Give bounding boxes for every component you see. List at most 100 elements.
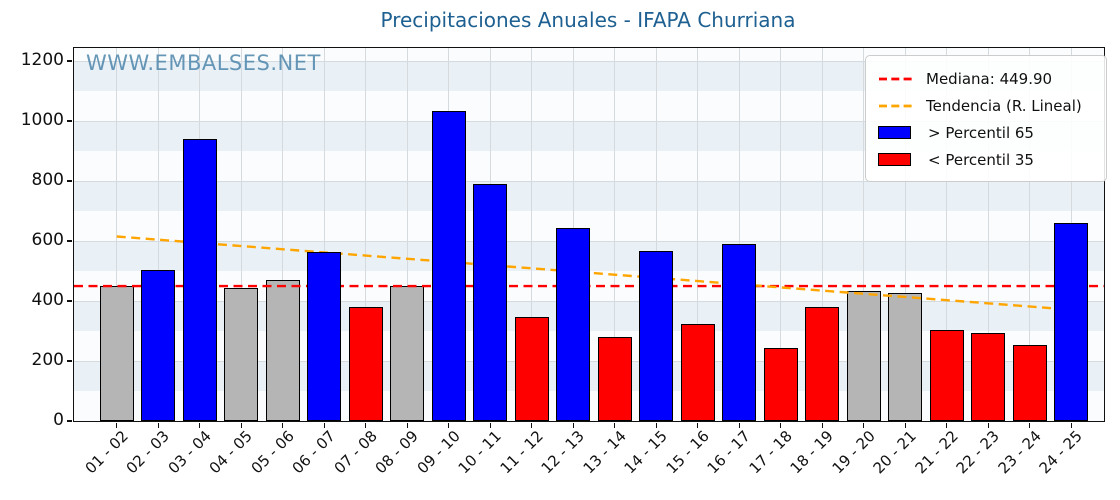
y-tick [67, 300, 72, 302]
y-tick [67, 120, 72, 122]
x-tick-label: 10 - 11 [454, 427, 505, 478]
legend-item-median: Mediana: 449.90 [878, 65, 1096, 92]
x-tick-label: 04 - 05 [205, 427, 256, 478]
x-tick-label: 12 - 13 [537, 427, 588, 478]
legend-trend-label: Tendencia (R. Lineal) [926, 96, 1082, 115]
gridline [738, 48, 740, 421]
gridline [614, 48, 616, 421]
bars-layer [74, 48, 1104, 421]
bar [265, 280, 300, 421]
gridline [821, 48, 823, 421]
x-tick [448, 423, 450, 428]
x-tick-label: 09 - 10 [413, 427, 464, 478]
gridline [74, 120, 1104, 122]
x-tick-label: 19 - 20 [828, 427, 879, 478]
trend-line [116, 235, 1072, 311]
bar [473, 184, 508, 421]
gridline [157, 48, 159, 421]
bar [141, 270, 176, 421]
x-tick [863, 423, 865, 428]
bar [182, 139, 217, 421]
gridline [946, 48, 948, 421]
y-tick-label: 0 [53, 410, 64, 430]
x-tick [489, 423, 491, 428]
x-tick [987, 423, 989, 428]
x-tick [323, 423, 325, 428]
legend-above-label: > Percentil 65 [928, 123, 1034, 142]
x-tick [946, 423, 948, 428]
bar [929, 330, 964, 421]
bar [971, 333, 1006, 421]
y-tick-label: 1200 [20, 50, 64, 70]
chart-title: Precipitaciones Anuales - IFAPA Churrian… [380, 8, 796, 32]
above-percentile-swatch-icon [878, 126, 914, 139]
bar [390, 286, 425, 421]
below-percentile-swatch-icon [878, 153, 914, 166]
median-dash-icon [878, 76, 914, 82]
gridline [240, 48, 242, 421]
gridline [780, 48, 782, 421]
y-tick [67, 60, 72, 62]
x-tick [614, 423, 616, 428]
x-tick-label: 03 - 04 [164, 427, 215, 478]
gridline [1029, 48, 1031, 421]
bar [639, 250, 674, 421]
x-tick [572, 423, 574, 428]
x-tick [904, 423, 906, 428]
y-tick [67, 420, 72, 422]
trend-dash-icon [878, 103, 914, 109]
bar [888, 292, 923, 421]
y-tick [67, 180, 72, 182]
bar [680, 323, 715, 421]
bar [99, 286, 134, 421]
legend: Mediana: 449.90 Tendencia (R. Lineal) > … [865, 55, 1107, 182]
x-tick [157, 423, 159, 428]
x-tick-label: 14 - 15 [620, 427, 671, 478]
x-tick [406, 423, 408, 428]
bar [431, 110, 466, 421]
x-tick [780, 423, 782, 428]
bar [846, 290, 881, 421]
bar [514, 317, 549, 421]
x-tick [282, 423, 284, 428]
legend-median-label: Mediana: 449.90 [926, 69, 1053, 88]
gridline [323, 48, 325, 421]
gridline [987, 48, 989, 421]
gridline [406, 48, 408, 421]
gridline [282, 48, 284, 421]
gridline [863, 48, 865, 421]
gridline [531, 48, 533, 421]
x-tick [697, 423, 699, 428]
x-tick-label: 20 - 21 [869, 427, 920, 478]
y-tick-label: 400 [31, 290, 64, 310]
y-tick [67, 360, 72, 362]
x-tick [531, 423, 533, 428]
x-tick-label: 16 - 17 [703, 427, 754, 478]
y-tick-label: 1000 [20, 110, 64, 130]
x-tick-label: 18 - 19 [786, 427, 837, 478]
bar [224, 287, 259, 421]
y-ticks [67, 48, 1104, 422]
bar [805, 307, 840, 421]
gridline [74, 180, 1104, 182]
bar [722, 244, 757, 421]
x-tick [1070, 423, 1072, 428]
x-tick-label: 17 - 18 [745, 427, 796, 478]
x-ticks [74, 48, 1104, 428]
legend-item-above-percentile: > Percentil 65 [878, 119, 1096, 146]
bar [307, 251, 342, 421]
bar [597, 337, 632, 421]
watermark: WWW.EMBALSES.NET [86, 51, 321, 75]
y-tick-label: 600 [31, 230, 64, 250]
x-tick-label: 11 - 12 [496, 427, 547, 478]
x-tick-label: 05 - 06 [247, 427, 298, 478]
bar [348, 306, 383, 421]
y-tick [67, 240, 72, 242]
legend-below-label: < Percentil 35 [928, 150, 1034, 169]
x-tick-label: 24 - 25 [1035, 427, 1086, 478]
gridline [365, 48, 367, 421]
legend-item-below-percentile: < Percentil 35 [878, 146, 1096, 173]
x-tick [655, 423, 657, 428]
bar [1054, 223, 1089, 421]
